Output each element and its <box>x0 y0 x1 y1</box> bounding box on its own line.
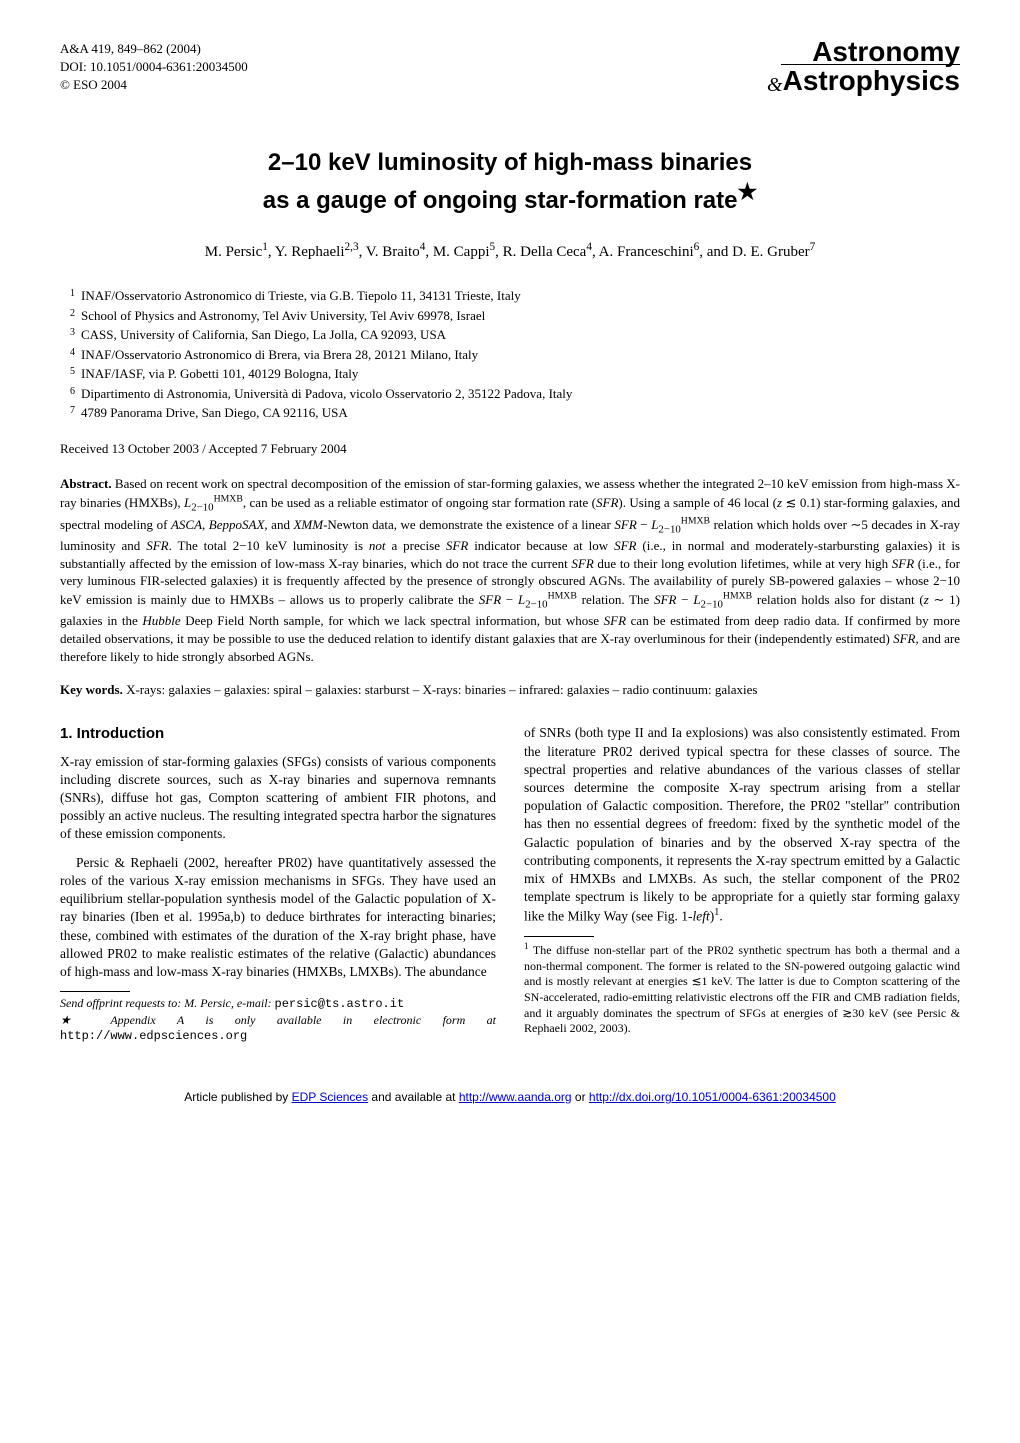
journal-ref: A&A 419, 849–862 (2004) <box>60 40 248 58</box>
aanda-link[interactable]: http://www.aanda.org <box>459 1090 572 1104</box>
abstract-label: Abstract. <box>60 476 112 491</box>
journal-logo: Astronomy &Astrophysics <box>767 40 960 97</box>
affiliation-text: School of Physics and Astronomy, Tel Avi… <box>81 306 485 326</box>
journal-copyright: © ESO 2004 <box>60 76 248 94</box>
doi-link[interactable]: http://dx.doi.org/10.1051/0004-6361:2003… <box>589 1090 836 1104</box>
affiliation-item: 6Dipartimento di Astronomia, Università … <box>70 384 960 404</box>
affiliation-text: INAF/Osservatorio Astronomico di Trieste… <box>81 286 521 306</box>
publisher-bar: Article published by EDP Sciences and av… <box>60 1090 960 1104</box>
abstract: Abstract. Based on recent work on spectr… <box>60 475 960 665</box>
logo-top: Astronomy <box>767 40 960 64</box>
logo-bottom: Astrophysics <box>781 64 960 97</box>
keywords-text: X-rays: galaxies – galaxies: spiral – ga… <box>126 682 757 697</box>
affiliation-item: 3CASS, University of California, San Die… <box>70 325 960 345</box>
right-column: of SNRs (both type II and Ia explosions)… <box>524 724 960 1045</box>
left-column: 1. Introduction X-ray emission of star-f… <box>60 724 496 1045</box>
journal-doi: DOI: 10.1051/0004-6361:20034500 <box>60 58 248 76</box>
affiliation-text: 4789 Panorama Drive, San Diego, CA 92116… <box>81 403 348 423</box>
affiliation-item: 74789 Panorama Drive, San Diego, CA 9211… <box>70 403 960 423</box>
publisher-link[interactable]: EDP Sciences <box>292 1090 368 1104</box>
intro-paragraph: X-ray emission of star-forming galaxies … <box>60 753 496 844</box>
received-accepted-dates: Received 13 October 2003 / Accepted 7 Fe… <box>60 441 960 457</box>
intro-paragraph-continued: of SNRs (both type II and Ia explosions)… <box>524 724 960 926</box>
affiliation-text: Dipartimento di Astronomia, Università d… <box>81 384 572 404</box>
authors: M. Persic1, Y. Rephaeli2,3, V. Braito4, … <box>60 241 960 261</box>
publisher-mid: and available at <box>368 1090 459 1104</box>
affiliation-item: 5INAF/IASF, via P. Gobetti 101, 40129 Bo… <box>70 364 960 384</box>
affiliation-text: CASS, University of California, San Dieg… <box>81 325 446 345</box>
affiliation-item: 2School of Physics and Astronomy, Tel Av… <box>70 306 960 326</box>
section-heading: 1. Introduction <box>60 724 496 744</box>
abstract-text: Based on recent work on spectral decompo… <box>60 476 960 664</box>
keywords: Key words. X-rays: galaxies – galaxies: … <box>60 681 960 699</box>
footnote-right: 1 The diffuse non-stellar part of the PR… <box>524 941 960 1037</box>
affiliation-item: 1INAF/Osservatorio Astronomico di Triest… <box>70 286 960 306</box>
affiliation-text: INAF/IASF, via P. Gobetti 101, 40129 Bol… <box>81 364 358 384</box>
header-row: A&A 419, 849–862 (2004) DOI: 10.1051/000… <box>60 40 960 97</box>
intro-paragraph: Persic & Rephaeli (2002, hereafter PR02)… <box>60 854 496 982</box>
title-star: ★ <box>737 179 757 204</box>
footnote-rule <box>524 936 594 937</box>
affiliation-item: 4INAF/Osservatorio Astronomico di Brera,… <box>70 345 960 365</box>
paper-title: 2–10 keV luminosity of high-mass binarie… <box>60 147 960 216</box>
keywords-label: Key words. <box>60 682 123 697</box>
publisher-or: or <box>572 1090 589 1104</box>
affiliation-text: INAF/Osservatorio Astronomico di Brera, … <box>81 345 478 365</box>
logo-bottom-row: &Astrophysics <box>767 64 960 97</box>
affiliations: 1INAF/Osservatorio Astronomico di Triest… <box>60 286 960 423</box>
title-line1: 2–10 keV luminosity of high-mass binarie… <box>268 149 752 176</box>
two-column-body: 1. Introduction X-ray emission of star-f… <box>60 724 960 1045</box>
journal-meta: A&A 419, 849–862 (2004) DOI: 10.1051/000… <box>60 40 248 95</box>
title-line2: as a gauge of ongoing star-formation rat… <box>263 187 738 214</box>
publisher-prefix: Article published by <box>184 1090 291 1104</box>
footnote-left: Send offprint requests to: M. Persic, e-… <box>60 996 496 1045</box>
footnote-rule <box>60 991 130 992</box>
